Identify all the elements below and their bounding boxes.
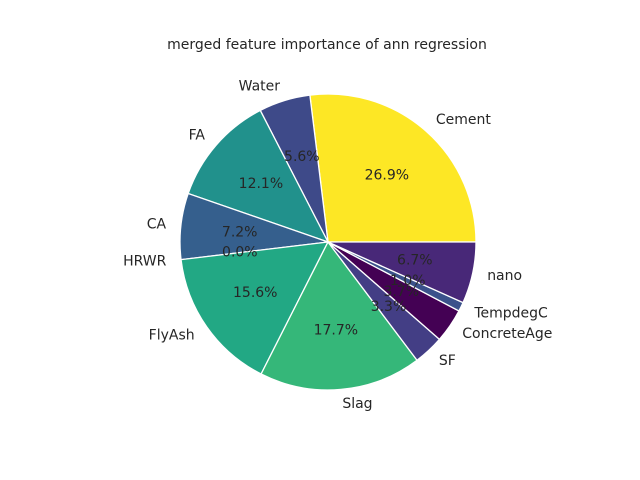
- slice-percent-nano: 6.7%: [397, 253, 433, 269]
- slice-percent-tempdegc: 1.0%: [390, 273, 426, 289]
- pie-percent-labels: 26.9% 5.6%12.1% 7.2% 0.0% 15.6% 17.7% 3.3%3.7%…: [222, 149, 433, 338]
- slice-label-slag: Slag: [342, 396, 372, 412]
- slice-label-hrwr: HRWR: [123, 253, 167, 269]
- pie-slice-nano: [327, 241, 477, 304]
- slice-label-tempdegc: TempdegC: [473, 305, 548, 321]
- slice-label-flyash: FlyAsh: [149, 327, 195, 343]
- pie-slice-cement: [309, 93, 477, 243]
- pie-labels: Cement Water FA CA HRWR FlyAsh Slag SF ConcreteA…: [123, 78, 552, 412]
- slice-percent-water: 5.6%: [284, 149, 320, 165]
- pie-slice-fa: [187, 109, 330, 244]
- slice-label-concreteage: ConcreteAge: [462, 326, 552, 342]
- slice-percent-concreteage: 3.7%: [383, 284, 419, 300]
- slice-percent-fa: 12.1%: [239, 176, 283, 192]
- slice-label-fa: FA: [189, 127, 206, 143]
- slice-label-ca: CA: [147, 217, 167, 233]
- slice-percent-hrwr: 0.0%: [222, 245, 258, 261]
- pie-slices: [179, 93, 477, 391]
- slice-percent-cement: 26.9%: [365, 167, 409, 183]
- slice-label-nano: nano: [487, 268, 522, 284]
- slice-percent-slag: 17.7%: [314, 322, 358, 338]
- pie-slice-slag: [260, 240, 418, 391]
- slice-percent-sf: 3.3%: [371, 299, 407, 315]
- slice-percent-flyash: 15.6%: [233, 285, 277, 301]
- pie-slice-flyash: [180, 241, 330, 375]
- slice-label-water: Water: [239, 78, 281, 94]
- chart-title: merged feature importance of ann regress…: [167, 37, 487, 53]
- slice-label-cement: Cement: [436, 112, 492, 128]
- slice-percent-ca: 7.2%: [222, 225, 258, 241]
- slice-label-sf: SF: [439, 353, 456, 369]
